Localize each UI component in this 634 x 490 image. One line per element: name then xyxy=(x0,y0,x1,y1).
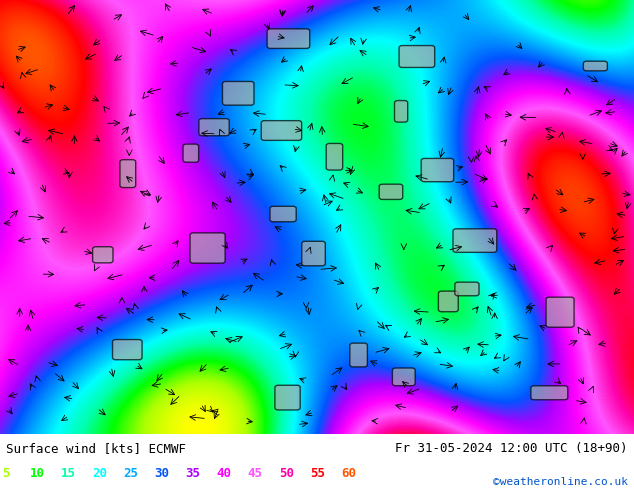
FancyBboxPatch shape xyxy=(223,81,254,105)
FancyBboxPatch shape xyxy=(438,291,458,312)
Text: 15: 15 xyxy=(61,467,76,480)
Text: 60: 60 xyxy=(341,467,356,480)
FancyBboxPatch shape xyxy=(394,100,408,122)
FancyBboxPatch shape xyxy=(302,241,325,266)
FancyBboxPatch shape xyxy=(267,29,310,49)
FancyBboxPatch shape xyxy=(120,160,136,188)
Text: ©weatheronline.co.uk: ©weatheronline.co.uk xyxy=(493,477,628,487)
FancyBboxPatch shape xyxy=(421,158,454,182)
FancyBboxPatch shape xyxy=(583,61,607,71)
Text: 55: 55 xyxy=(310,467,325,480)
FancyBboxPatch shape xyxy=(546,297,574,327)
FancyBboxPatch shape xyxy=(183,144,198,162)
FancyBboxPatch shape xyxy=(261,121,302,140)
Text: 30: 30 xyxy=(155,467,169,480)
FancyBboxPatch shape xyxy=(326,144,343,170)
FancyBboxPatch shape xyxy=(392,368,415,386)
Text: 5: 5 xyxy=(3,467,10,480)
FancyBboxPatch shape xyxy=(112,340,142,360)
Text: 25: 25 xyxy=(124,467,138,480)
FancyBboxPatch shape xyxy=(455,282,479,296)
Text: 10: 10 xyxy=(30,467,45,480)
Text: 40: 40 xyxy=(217,467,231,480)
Text: Fr 31-05-2024 12:00 UTC (18+90): Fr 31-05-2024 12:00 UTC (18+90) xyxy=(395,442,628,455)
FancyBboxPatch shape xyxy=(531,386,568,400)
FancyBboxPatch shape xyxy=(399,46,435,68)
FancyBboxPatch shape xyxy=(93,247,113,263)
Text: 20: 20 xyxy=(92,467,107,480)
FancyBboxPatch shape xyxy=(350,343,367,367)
FancyBboxPatch shape xyxy=(379,184,403,199)
FancyBboxPatch shape xyxy=(199,119,229,136)
Text: 45: 45 xyxy=(248,467,263,480)
FancyBboxPatch shape xyxy=(275,385,300,410)
FancyBboxPatch shape xyxy=(270,206,296,222)
FancyBboxPatch shape xyxy=(190,233,225,263)
FancyBboxPatch shape xyxy=(453,229,497,252)
Text: 35: 35 xyxy=(186,467,200,480)
Text: 50: 50 xyxy=(279,467,294,480)
Text: Surface wind [kts] ECMWF: Surface wind [kts] ECMWF xyxy=(6,442,186,455)
